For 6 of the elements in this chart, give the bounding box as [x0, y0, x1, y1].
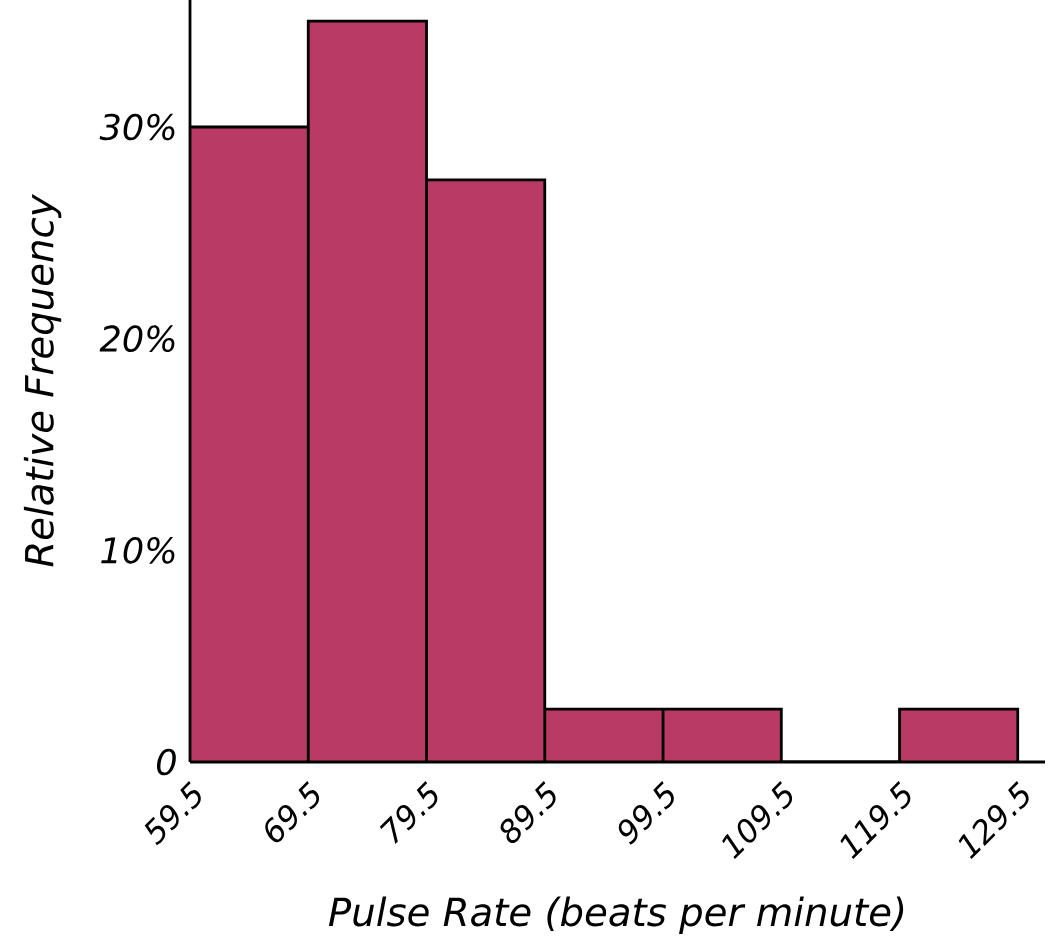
x-axis-title: Pulse Rate (beats per minute) — [328, 896, 904, 934]
y-axis-title: Relative Frequency — [23, 193, 62, 567]
y-tick-label: 20% — [99, 325, 175, 352]
y-tick-label: 30% — [99, 113, 175, 141]
y-tick-label: 10% — [101, 537, 175, 564]
y-tick-label: 0 — [156, 748, 176, 776]
